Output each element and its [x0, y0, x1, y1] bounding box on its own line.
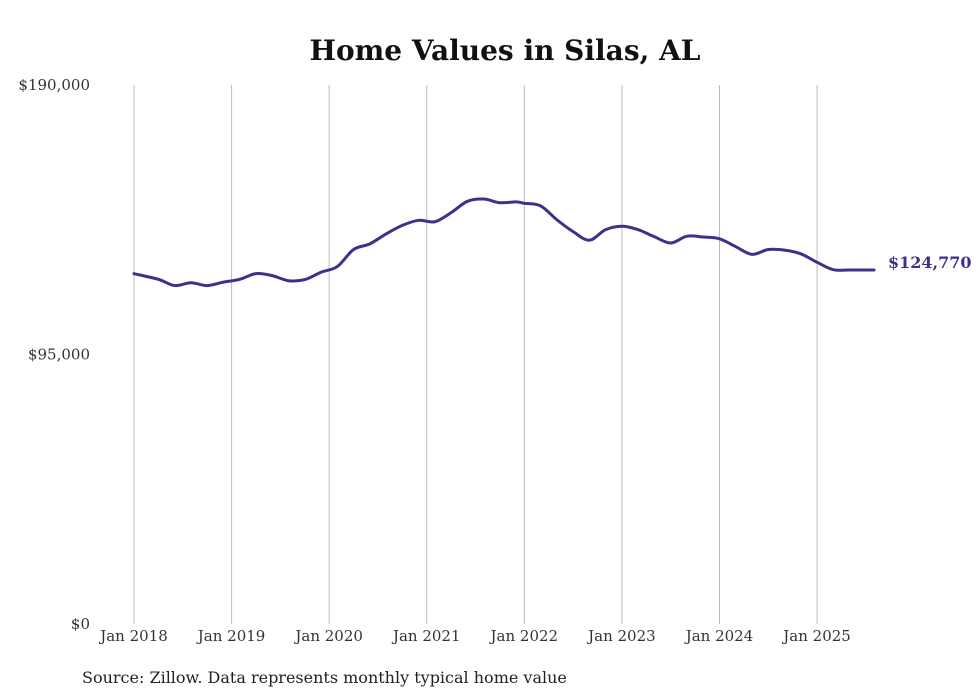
y-tick-label: $95,000 [28, 346, 90, 364]
series-line [132, 197, 876, 288]
x-tick-label: Jan 2021 [391, 627, 461, 645]
end-value-label: $124,770 [888, 253, 972, 272]
chart-title: Home Values in Silas, AL [310, 34, 701, 67]
y-tick-label: $0 [71, 615, 90, 633]
series-layer [132, 197, 876, 288]
x-tick-label: Jan 2024 [684, 627, 754, 645]
y-axis-ticks: $0 $95,000 $190,000 [18, 76, 90, 633]
grid-lines [133, 85, 818, 624]
x-tick-label: Jan 2025 [781, 627, 851, 645]
x-tick-label: Jan 2022 [489, 627, 559, 645]
x-axis-ticks: Jan 2018 Jan 2019 Jan 2020 Jan 2021 Jan 2022… [98, 627, 851, 645]
x-tick-label: Jan 2019 [196, 627, 266, 645]
y-tick-label: $190,000 [18, 76, 90, 94]
x-tick-label: Jan 2020 [293, 627, 363, 645]
source-note: Source: Zillow. Data represents monthly … [82, 668, 567, 687]
x-tick-label: Jan 2018 [98, 627, 168, 645]
x-tick-label: Jan 2023 [586, 627, 656, 645]
